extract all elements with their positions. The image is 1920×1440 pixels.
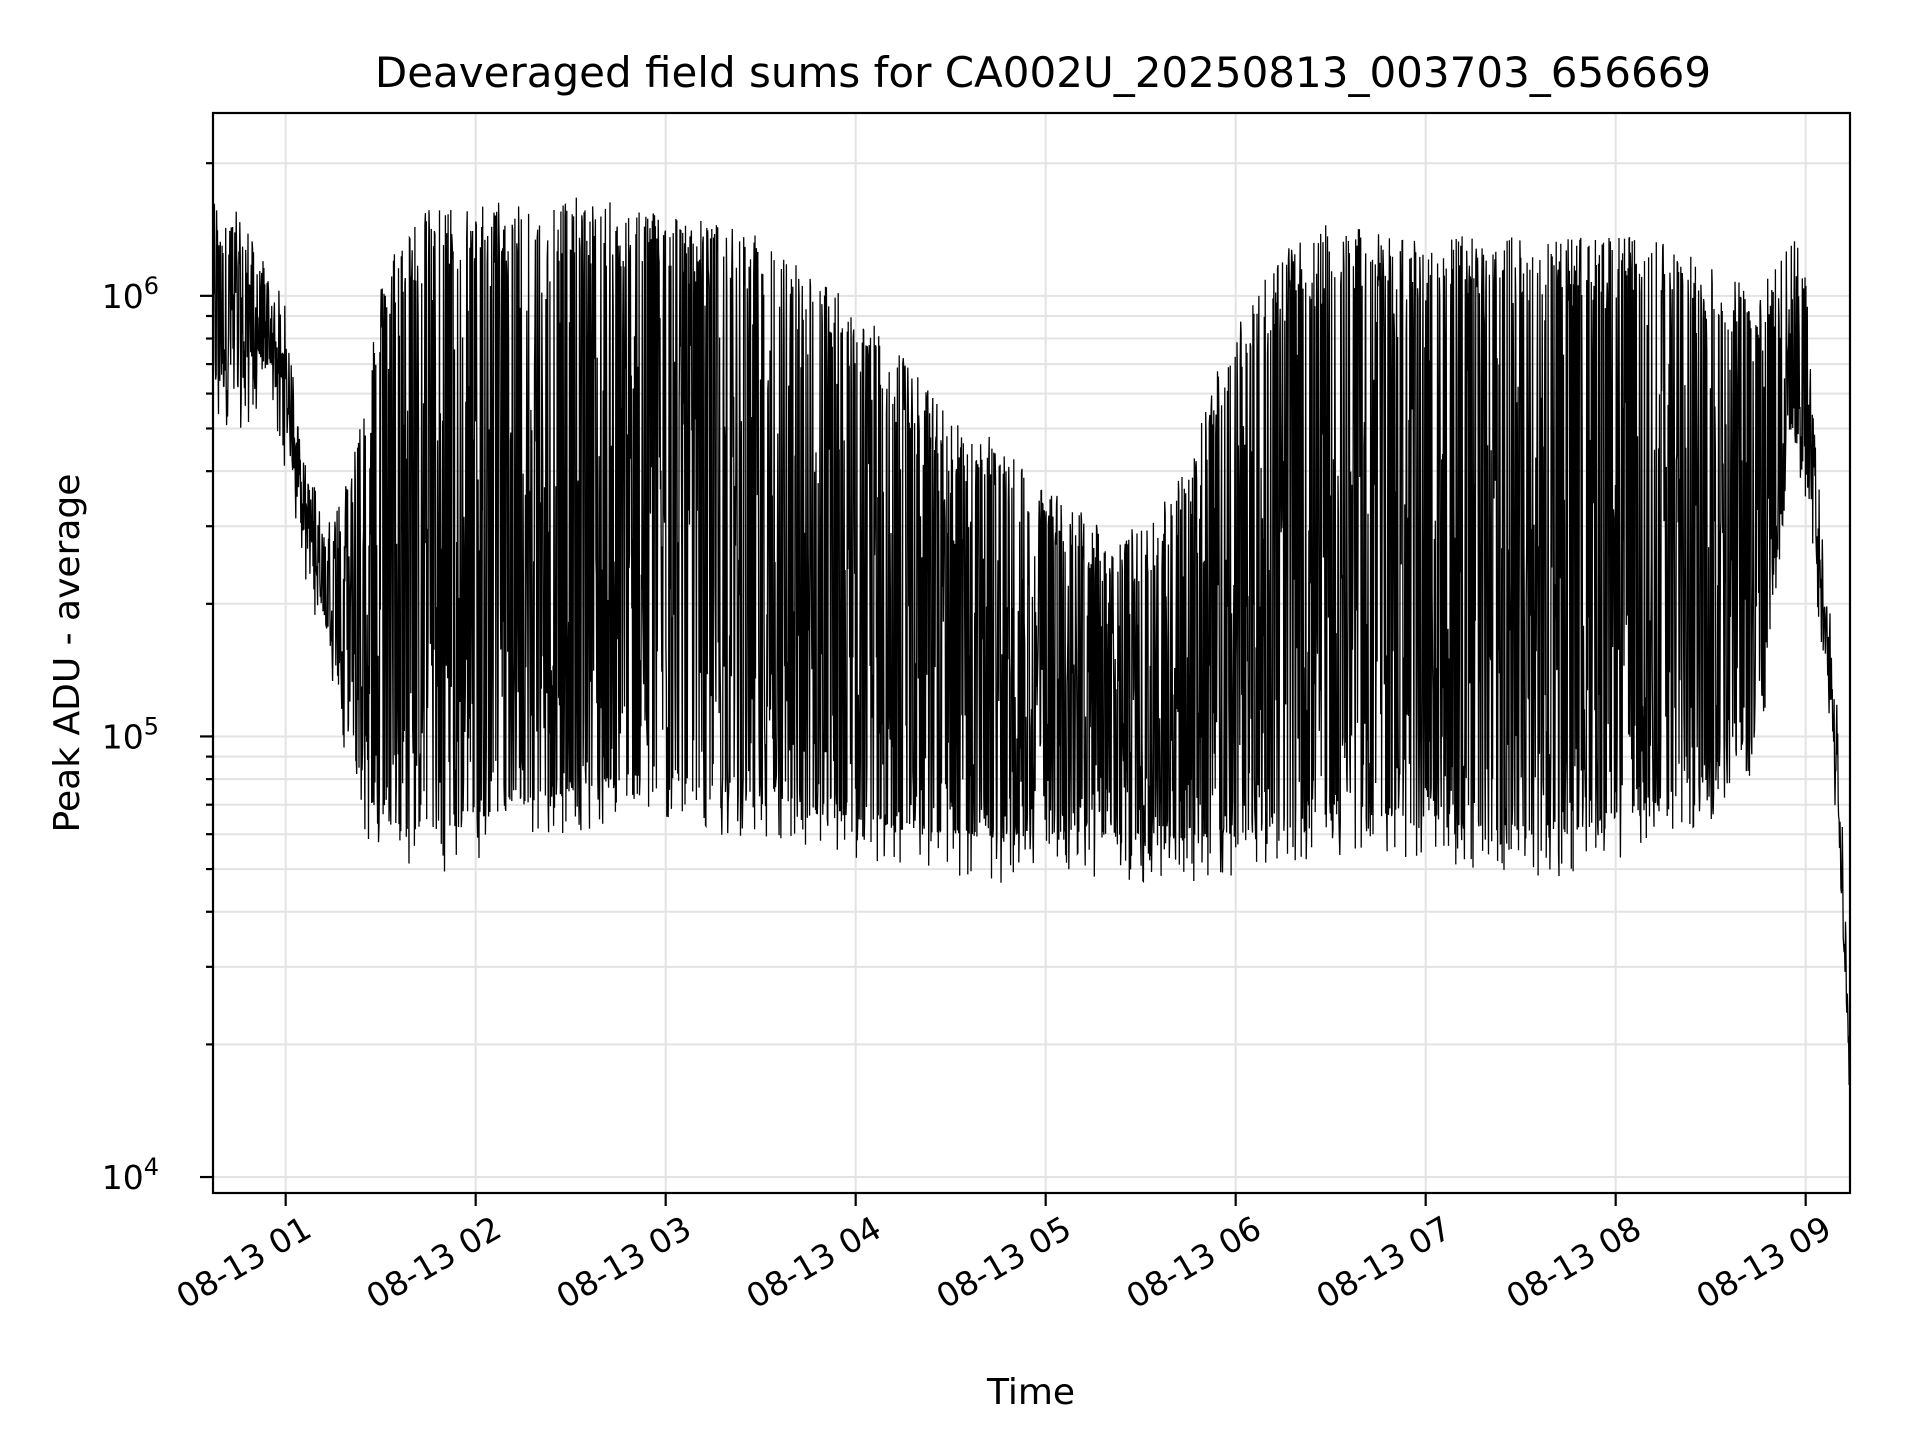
axes-frame	[211, 111, 1852, 1195]
x-axis-label: Time	[986, 1372, 1075, 1413]
x-tick-label: 08-13 03	[550, 1208, 698, 1316]
y-axis-label: Peak ADU - average	[47, 474, 88, 833]
y-tick-label: 106	[102, 272, 159, 316]
y-axis: 104 105 106	[102, 162, 213, 1197]
plot-area	[212, 197, 1851, 1094]
x-tick-label: 08-13 06	[1120, 1208, 1268, 1316]
x-axis: 08-13 01 08-13 02 08-13 03 08-13 04 08-13 05…	[170, 1193, 1838, 1316]
x-tick-label: 08-13 09	[1690, 1208, 1838, 1316]
x-tick-label: 08-13 05	[930, 1208, 1078, 1316]
x-tick-label: 08-13 04	[740, 1208, 888, 1316]
y-tick-label: 105	[102, 712, 159, 756]
data-series-line	[212, 197, 1851, 1094]
x-tick-label: 08-13 07	[1310, 1208, 1458, 1316]
x-tick-label: 08-13 01	[170, 1208, 318, 1316]
x-tick-label: 08-13 08	[1500, 1208, 1648, 1316]
y-tick-label: 104	[102, 1153, 159, 1197]
chart-title: Deaveraged field sums for CA002U_2025081…	[375, 48, 1711, 97]
x-tick-label: 08-13 02	[360, 1208, 508, 1316]
